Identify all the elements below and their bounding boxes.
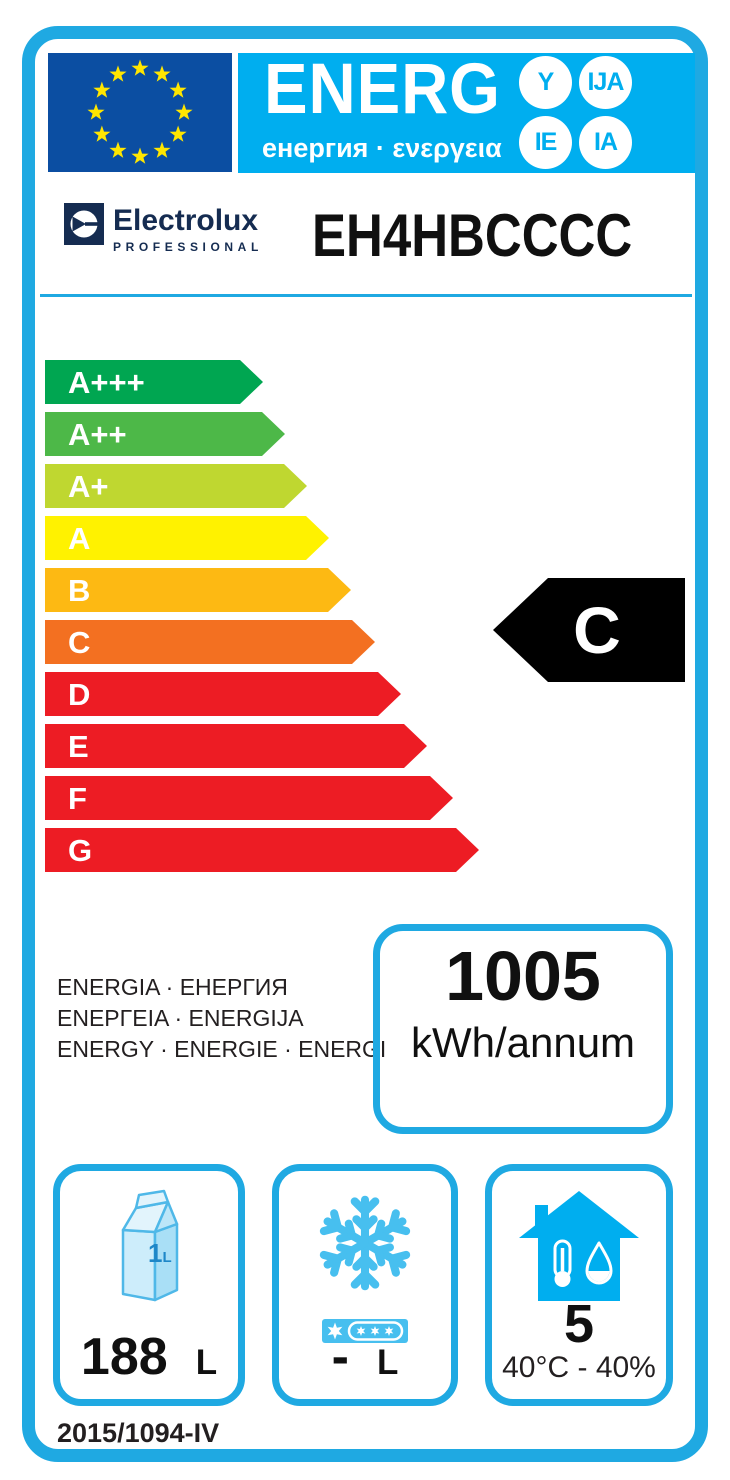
rating-class-label: A+: [68, 468, 109, 504]
badge-ija: IJA: [579, 56, 632, 109]
rating-class-app: A++: [45, 412, 285, 456]
rating-class-g: G: [45, 828, 479, 872]
rating-class-b: B: [45, 568, 351, 612]
freezer-volume-value: -: [331, 1328, 349, 1386]
consumption-value: 1005: [445, 937, 601, 1015]
badge-ia: IA: [579, 116, 632, 169]
header-divider: [40, 294, 692, 297]
rating-class-appp: A+++: [45, 360, 263, 404]
rating-class-e: E: [45, 724, 427, 768]
rating-letter: C: [573, 593, 621, 667]
fridge-volume-box: 1L 188 L: [53, 1164, 245, 1406]
thermometer-icon: [553, 1239, 572, 1287]
label-frame: [22, 26, 708, 1462]
rating-class-label: A: [68, 520, 91, 556]
fridge-volume-value: 188: [80, 1328, 168, 1386]
energy-words-line-1: ENERGIA · ЕНЕРГИЯ: [57, 974, 288, 1000]
rating-class-f: F: [45, 776, 453, 820]
energy-words-line-3: ENERGY · ENERGIE · ENERGI: [57, 1036, 387, 1062]
energ-language-badges: Y IJA IE IA: [519, 56, 632, 169]
badge-y: Y: [519, 56, 572, 109]
electrolux-wordmark: Electrolux PROFESSIONAL: [113, 203, 263, 255]
rating-class-a: A: [45, 516, 329, 560]
energy-words: ENERGIA · ЕНЕРГИЯ ΕΝΕΡΓΕΙΑ · ENERGIJA EN…: [57, 972, 386, 1065]
eu-stars-icon: [87, 59, 193, 164]
energ-wordmark: ENERG: [264, 50, 501, 129]
brand-subtitle: PROFESSIONAL: [113, 240, 263, 254]
rating-class-label: A+++: [68, 364, 145, 400]
rating-class-label: E: [68, 728, 89, 764]
freezer-volume-unit: L: [376, 1343, 399, 1382]
consumption-unit: kWh/annum: [410, 1019, 636, 1066]
house-climate-icon: [519, 1191, 639, 1301]
eu-flag: [48, 53, 232, 172]
milk-carton-icon: 1L: [121, 1189, 179, 1302]
climate-condition: 40°C - 40%: [502, 1351, 656, 1384]
brand-name: Electrolux: [113, 204, 259, 237]
fridge-volume-unit: L: [195, 1343, 218, 1382]
energ-subtitle: енергия · ενεργεια: [262, 133, 502, 163]
rating-class-label: B: [68, 572, 91, 608]
electrolux-logo: Electrolux PROFESSIONAL: [64, 203, 263, 254]
freezer-volume-box: - L: [272, 1164, 458, 1406]
rating-class-label: C: [68, 624, 91, 660]
energ-banner: ENERG енергия · ενεργεια Y IJA IE IA: [238, 50, 695, 173]
climate-class-box: 5 40°C - 40%: [485, 1164, 673, 1406]
energy-words-line-2: ΕΝΕΡΓΕΙΑ · ENERGIJA: [57, 1005, 304, 1031]
climate-class-value: 5: [563, 1294, 595, 1354]
rating-class-c: C: [45, 620, 375, 664]
snowflake-icon: [319, 1195, 411, 1291]
rating-class-label: D: [68, 676, 91, 712]
model-number: EH4HBCCCC: [312, 202, 633, 269]
rating-class-d: D: [45, 672, 401, 716]
droplet-icon: [585, 1241, 613, 1285]
consumption-box: 1005 kWh/annum: [373, 924, 673, 1134]
regulation-reference: 2015/1094-IV: [57, 1418, 220, 1448]
badge-ie: IE: [519, 116, 572, 169]
rating-class-ap: A+: [45, 464, 307, 508]
rating-class-label: A++: [68, 416, 127, 452]
rating-class-label: G: [68, 832, 93, 868]
freezer-star-rating-icon: [322, 1319, 408, 1343]
electrolux-mark-icon: [64, 203, 104, 245]
rating-scale: A+++ A++ A+ A B C D E F G: [45, 360, 479, 880]
rating-class-label: F: [68, 780, 87, 816]
